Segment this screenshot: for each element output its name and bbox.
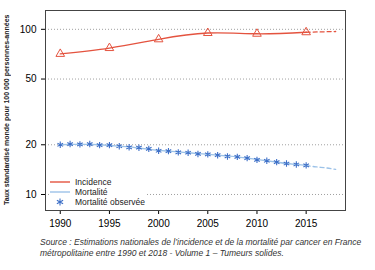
- svg-text:2015: 2015: [295, 218, 318, 229]
- html-text:Incidence: Incidence: [75, 177, 112, 187]
- html-text:Source : Estimations nationale: Source : Estimations nationales de l’inc…: [40, 237, 362, 258]
- html-text:Mortalité observée: Mortalité observée: [75, 197, 145, 207]
- html-text:Mortalité: Mortalité: [75, 187, 108, 197]
- svg-text:10: 10: [25, 189, 37, 200]
- html-text:Taux standardisé monde pour 10: Taux standardisé monde pour 100 000 pers…: [3, 14, 10, 206]
- svg-text:1995: 1995: [98, 218, 121, 229]
- svg-text:2005: 2005: [197, 218, 220, 229]
- svg-text:100: 100: [20, 24, 37, 35]
- svg-text:2000: 2000: [147, 218, 170, 229]
- svg-text:1990: 1990: [49, 218, 72, 229]
- svg-text:50: 50: [25, 73, 37, 84]
- svg-text:20: 20: [25, 139, 37, 150]
- svg-text:2010: 2010: [246, 218, 269, 229]
